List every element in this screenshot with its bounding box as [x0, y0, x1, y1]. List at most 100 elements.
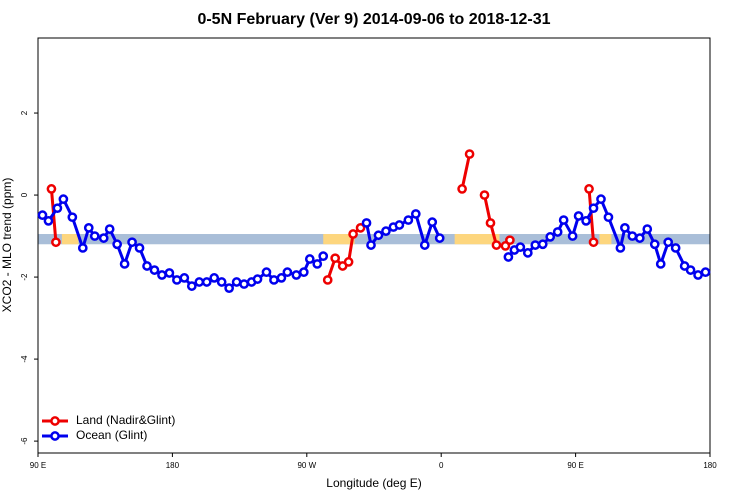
- data-point: [685, 265, 696, 275]
- data-point: [700, 267, 711, 278]
- data-point: [503, 252, 514, 262]
- data-point: [142, 261, 152, 271]
- data-point: [343, 257, 354, 267]
- data-point: [322, 275, 333, 285]
- data-point: [627, 231, 638, 241]
- y-tick-label: -4: [20, 355, 29, 363]
- data-point: [282, 267, 293, 278]
- band-segment: [323, 234, 355, 245]
- plot-frame: [37, 37, 711, 454]
- data-point: [615, 243, 626, 253]
- data-point: [252, 274, 263, 284]
- data-point: [693, 270, 703, 280]
- data-point: [216, 277, 227, 287]
- band-segment: [61, 234, 79, 245]
- data-point: [291, 270, 302, 280]
- data-point: [209, 273, 220, 283]
- data-point: [381, 226, 391, 236]
- data-point: [545, 232, 556, 242]
- x-tick-label: 90 E: [30, 461, 46, 470]
- data-point: [394, 220, 405, 230]
- data-point: [149, 265, 160, 275]
- x-tick-label: 90 W: [297, 461, 316, 470]
- legend-marker: [50, 416, 60, 426]
- data-point: [304, 254, 315, 264]
- data-point: [179, 273, 190, 283]
- data-line: [460, 153, 472, 190]
- data-point: [584, 184, 594, 194]
- data-point: [83, 223, 94, 233]
- data-point: [318, 251, 329, 262]
- band-segment: [599, 234, 612, 245]
- data-line: [587, 188, 596, 243]
- data-point: [603, 212, 614, 223]
- data-point: [457, 184, 467, 194]
- data-point: [588, 203, 599, 214]
- legend-marker: [50, 431, 60, 441]
- data-point: [366, 240, 376, 250]
- data-point: [239, 279, 249, 289]
- data-point: [330, 253, 341, 264]
- data-point: [231, 277, 242, 287]
- x-tick-label: 90 E: [567, 461, 583, 470]
- data-point: [77, 243, 88, 253]
- data-point: [581, 216, 591, 226]
- data-point: [112, 239, 122, 250]
- data-point: [261, 267, 272, 278]
- y-tick-label: -2: [20, 273, 29, 281]
- legend-label: Land (Nadir&Glint): [76, 413, 175, 427]
- y-tick-label: 2: [20, 110, 29, 115]
- data-point: [119, 259, 130, 269]
- data-point: [157, 270, 167, 280]
- data-point: [537, 239, 548, 250]
- data-point: [43, 216, 54, 226]
- data-point: [98, 233, 109, 243]
- data-point: [67, 212, 78, 223]
- data-point: [403, 215, 414, 225]
- data-point: [312, 259, 323, 269]
- x-tick-label: 180: [166, 461, 180, 470]
- data-point: [588, 237, 599, 248]
- data-point: [485, 218, 496, 228]
- data-point: [58, 194, 69, 205]
- data-point: [186, 281, 197, 291]
- data-point: [479, 190, 490, 200]
- data-point: [410, 209, 421, 219]
- data-point: [427, 217, 438, 227]
- data-point: [201, 277, 212, 287]
- data-point: [642, 224, 653, 234]
- data-point: [224, 283, 234, 293]
- data-point: [172, 275, 182, 285]
- data-point: [134, 243, 145, 253]
- band-segment: [454, 234, 500, 245]
- data-point: [164, 268, 175, 278]
- y-tick-label: -6: [20, 437, 29, 445]
- data-point: [596, 194, 606, 205]
- legend-label: Ocean (Glint): [76, 428, 147, 442]
- data-point: [348, 229, 358, 239]
- data-point: [567, 231, 578, 241]
- x-tick-label: 0: [439, 461, 444, 470]
- data-point: [515, 242, 526, 252]
- data-point: [51, 237, 61, 248]
- data-point: [573, 211, 584, 221]
- data-point: [634, 233, 645, 243]
- y-axis-label: XCO2 - MLO trend (ppm): [0, 178, 14, 313]
- data-point: [104, 224, 115, 234]
- data-point: [373, 230, 384, 241]
- data-point: [655, 259, 666, 269]
- data-point: [361, 218, 372, 228]
- data-point: [491, 240, 502, 250]
- data-point: [37, 210, 48, 221]
- data-point: [127, 237, 137, 248]
- data-point: [670, 243, 681, 253]
- data-point: [52, 203, 63, 214]
- data-point: [649, 239, 660, 250]
- data-point: [464, 149, 475, 159]
- data-point: [269, 275, 279, 285]
- x-axis-label: Longitude (deg E): [326, 476, 421, 490]
- data-point: [530, 240, 541, 250]
- data-point: [89, 231, 100, 241]
- data-point: [505, 235, 515, 246]
